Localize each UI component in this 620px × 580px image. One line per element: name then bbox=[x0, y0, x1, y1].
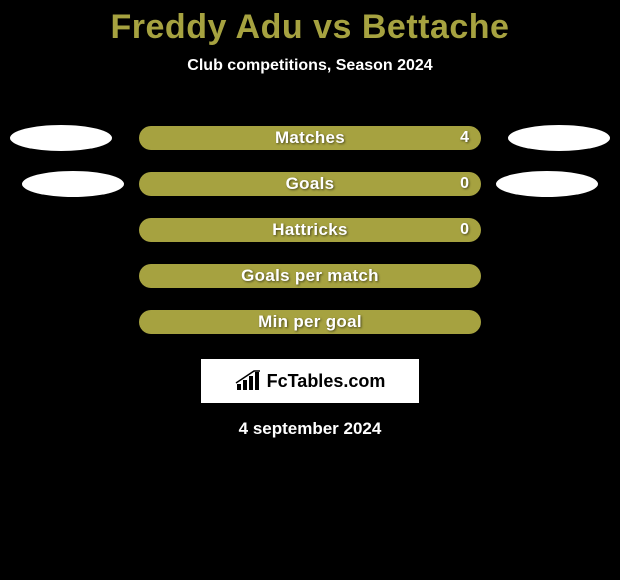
stat-bar: Matches 4 bbox=[139, 126, 481, 150]
stat-value-right: 0 bbox=[460, 221, 469, 239]
left-value-ellipse bbox=[10, 125, 112, 151]
stat-bar: Hattricks 0 bbox=[139, 218, 481, 242]
stat-bar: Min per goal bbox=[139, 310, 481, 334]
stat-row: Min per goal bbox=[0, 299, 620, 345]
page-subtitle: Club competitions, Season 2024 bbox=[0, 57, 620, 75]
left-value-ellipse bbox=[22, 171, 124, 197]
page-title: Freddy Adu vs Bettache bbox=[0, 0, 620, 47]
right-value-ellipse bbox=[496, 171, 598, 197]
stat-label: Goals bbox=[286, 174, 335, 194]
stat-row: Hattricks 0 bbox=[0, 207, 620, 253]
chart-bars-icon bbox=[235, 370, 261, 392]
stat-label: Hattricks bbox=[272, 220, 347, 240]
stat-bar: Goals per match bbox=[139, 264, 481, 288]
stat-row: Goals 0 bbox=[0, 161, 620, 207]
stats-rows: Matches 4 Goals 0 Hattricks 0 Goals per … bbox=[0, 115, 620, 345]
attribution-logo: FcTables.com bbox=[201, 359, 419, 403]
right-value-ellipse bbox=[508, 125, 610, 151]
stat-row: Matches 4 bbox=[0, 115, 620, 161]
stat-value-right: 4 bbox=[460, 129, 469, 147]
stat-value-right: 0 bbox=[460, 175, 469, 193]
logo-text: FcTables.com bbox=[267, 371, 386, 392]
date-label: 4 september 2024 bbox=[0, 419, 620, 439]
stat-label: Matches bbox=[275, 128, 345, 148]
stat-label: Min per goal bbox=[258, 312, 362, 332]
stat-row: Goals per match bbox=[0, 253, 620, 299]
stat-label: Goals per match bbox=[241, 266, 379, 286]
stat-bar: Goals 0 bbox=[139, 172, 481, 196]
